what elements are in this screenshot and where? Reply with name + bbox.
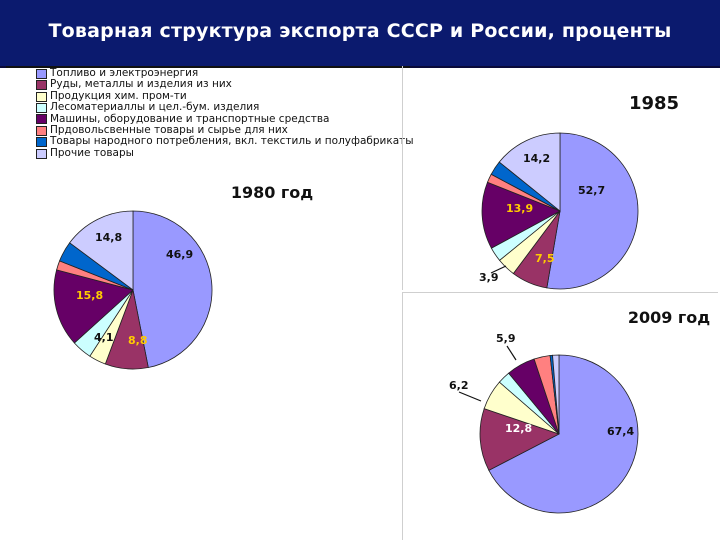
legend-label: Машины, оборудование и транспортные сред… [50, 112, 330, 125]
legend-label: Топливо и электроэнергия [50, 67, 199, 79]
pie-slice [498, 132, 561, 212]
pie-title: 1980 год [231, 183, 313, 202]
legend-label: Товары народного потребления, вкл. текст… [50, 135, 414, 148]
pie-title: 2009 год [628, 308, 710, 327]
legend-item: Товары народного потребления, вкл. текст… [36, 136, 414, 147]
page-title: Товарная структура экспорта СССР и Росси… [48, 20, 672, 42]
data-label: 15,8 [76, 289, 103, 302]
data-label: 52,7 [578, 184, 605, 197]
legend-item: Руды, металлы и изделия из них [36, 78, 414, 91]
legend-swatch [36, 102, 47, 113]
legend-item: Прочие товары [36, 146, 414, 159]
legend-item: Машины, оборудование и транспортные сред… [36, 112, 414, 125]
legend-label: Продукция хим. пром-ти [50, 89, 187, 102]
legend-swatch [36, 68, 47, 79]
callout-line [490, 265, 507, 274]
title-bar: Товарная структура экспорта СССР и Росси… [0, 0, 720, 68]
pie-slice [488, 354, 639, 514]
legend-swatch [36, 80, 47, 91]
legend-label: Прочие товары [50, 146, 134, 159]
data-label: 14,8 [95, 231, 122, 244]
chart-legend: Топливо и электроэнергия Руды, металлы и … [36, 67, 414, 159]
pie-title: 1985 [629, 93, 679, 114]
pie-chart-1: 1985 52,7 7,5 3,9 13,9 14,2 [479, 93, 679, 290]
pie-chart-2: 2009 год 67,4 12,8 6,2 5,9 [449, 308, 710, 514]
legend-swatch [36, 137, 47, 148]
data-label: 67,4 [607, 425, 634, 438]
data-label: 12,8 [505, 422, 532, 435]
legend-swatch [36, 125, 47, 136]
pie-slice [132, 210, 213, 368]
data-label: 13,9 [506, 202, 533, 215]
legend-swatch [36, 114, 47, 125]
legend-item: Топливо и электроэнергия [36, 67, 414, 79]
data-label: 6,2 [449, 379, 469, 392]
pie-slice [479, 408, 561, 471]
pie-slice [53, 269, 134, 344]
legend-swatch [36, 91, 47, 102]
data-label: 4,1 [94, 331, 114, 344]
legend-label: Лесоматериаллы и цел.-бум. изделия [50, 101, 260, 114]
pie-slice [69, 210, 134, 291]
data-label: 14,2 [523, 152, 550, 165]
legend-item: Продукция хим. пром-ти [36, 89, 414, 102]
legend-item: Лесоматериаллы и цел.-бум. изделия [36, 101, 414, 114]
data-label: 3,9 [479, 271, 499, 284]
data-label: 8,8 [128, 334, 148, 347]
data-label: 7,5 [535, 252, 555, 265]
pie-chart-0: 1980 год 46,9 8,8 4,1 15,8 14,8 [53, 183, 313, 370]
panel-divider-2009-left [402, 292, 403, 540]
legend-label: Руды, металлы и изделия из них [50, 78, 232, 91]
callout-line [458, 391, 482, 402]
callout-line [506, 345, 517, 361]
pie-slice [481, 181, 561, 249]
legend-label: Прдовольсвенные товары и сырье для них [50, 124, 288, 137]
pie-slice [552, 354, 560, 435]
legend-swatch [36, 148, 47, 159]
data-label: 46,9 [166, 248, 193, 261]
panel-divider-1985 [402, 66, 403, 290]
panel-divider-2009 [402, 292, 718, 293]
data-label: 5,9 [496, 332, 516, 345]
pie-slice [546, 132, 639, 290]
legend-item: Прдовольсвенные товары и сырье для них [36, 124, 414, 137]
panel-divider-top [6, 66, 410, 68]
